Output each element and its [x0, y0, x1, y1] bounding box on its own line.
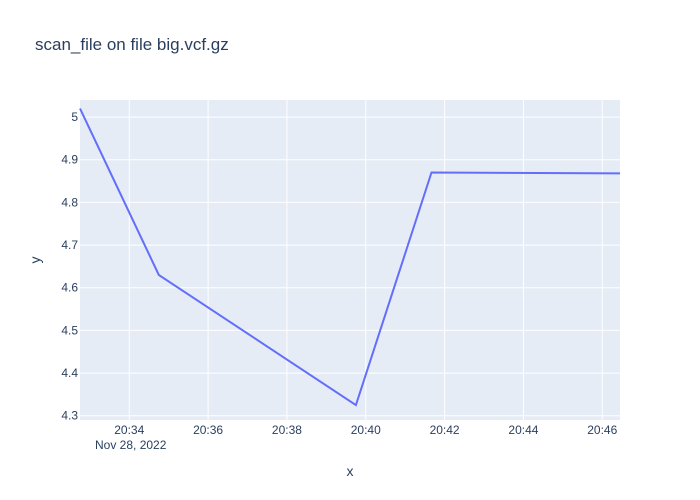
plot-area: [80, 100, 620, 420]
chart-title: scan_file on file big.vcf.gz: [35, 35, 229, 54]
y-tick-label: 4.7: [61, 238, 78, 252]
grid-lines: [80, 100, 620, 420]
series-line: [79, 108, 621, 407]
x-tick-label: 20:38: [272, 423, 302, 437]
y-axis-ticks: 4.3 4.4 4.5 4.6 4.7 4.8 4.9 5: [61, 110, 78, 423]
y-tick-label: 4.4: [61, 366, 78, 380]
y-axis-title: y: [27, 257, 43, 264]
x-tick-label: 20:34: [114, 423, 144, 437]
y-tick-label: 4.9: [61, 153, 78, 167]
x-axis-date-label: Nov 28, 2022: [95, 438, 167, 452]
x-tick-label: 20:42: [430, 423, 460, 437]
x-tick-label: 20:46: [587, 423, 617, 437]
y-tick-label: 4.5: [61, 323, 78, 337]
y-tick-label: 4.6: [61, 281, 78, 295]
x-tick-label: 20:36: [193, 423, 223, 437]
x-tick-label: 20:40: [351, 423, 381, 437]
x-tick-label: 20:44: [508, 423, 538, 437]
y-tick-label: 4.8: [61, 195, 78, 209]
x-axis-title: x: [347, 463, 354, 479]
y-tick-label: 4.3: [61, 409, 78, 423]
x-axis-ticks: 20:34 20:36 20:38 20:40 20:42 20:44 20:46: [114, 423, 617, 437]
y-tick-label: 5: [71, 110, 78, 124]
